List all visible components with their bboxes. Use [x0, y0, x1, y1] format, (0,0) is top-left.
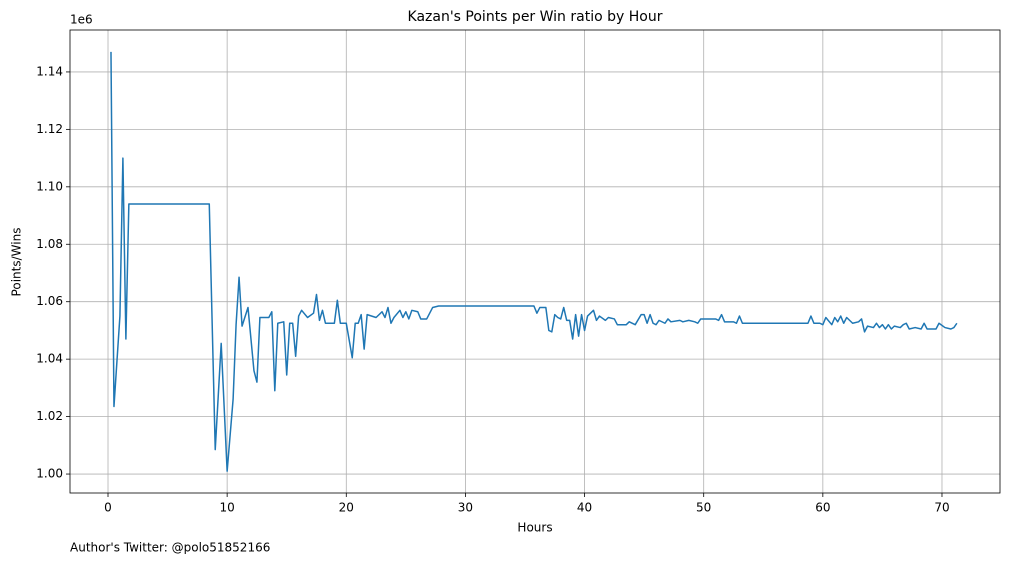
x-tick-label: 0 [104, 501, 112, 515]
y-tick-label: 1.04 [36, 352, 63, 366]
x-axis-label: Hours [517, 521, 552, 535]
y-tick-label: 1.02 [36, 409, 63, 423]
y-offset-label: 1e6 [70, 13, 93, 27]
x-tick-label: 70 [934, 501, 949, 515]
y-tick-label: 1.08 [36, 237, 63, 251]
y-tick-label: 1.06 [36, 294, 63, 308]
x-tick-label: 40 [577, 501, 592, 515]
y-tick-label: 1.12 [36, 122, 63, 136]
y-tick-label: 1.10 [36, 179, 63, 193]
x-tick-label: 10 [220, 501, 235, 515]
footnote: Author's Twitter: @polo51852166 [70, 541, 270, 555]
chart-title: Kazan's Points per Win ratio by Hour [408, 9, 663, 25]
y-tick-label: 1.00 [36, 467, 63, 481]
plot-frame [69, 29, 1001, 494]
x-tick-label: 60 [815, 501, 830, 515]
x-tick-label: 50 [696, 501, 711, 515]
x-tick-label: 30 [458, 501, 473, 515]
data-line [110, 51, 958, 472]
x-tick-label: 20 [339, 501, 354, 515]
y-tick-label: 1.14 [36, 64, 63, 78]
y-axis-label: Points/Wins [10, 228, 24, 297]
